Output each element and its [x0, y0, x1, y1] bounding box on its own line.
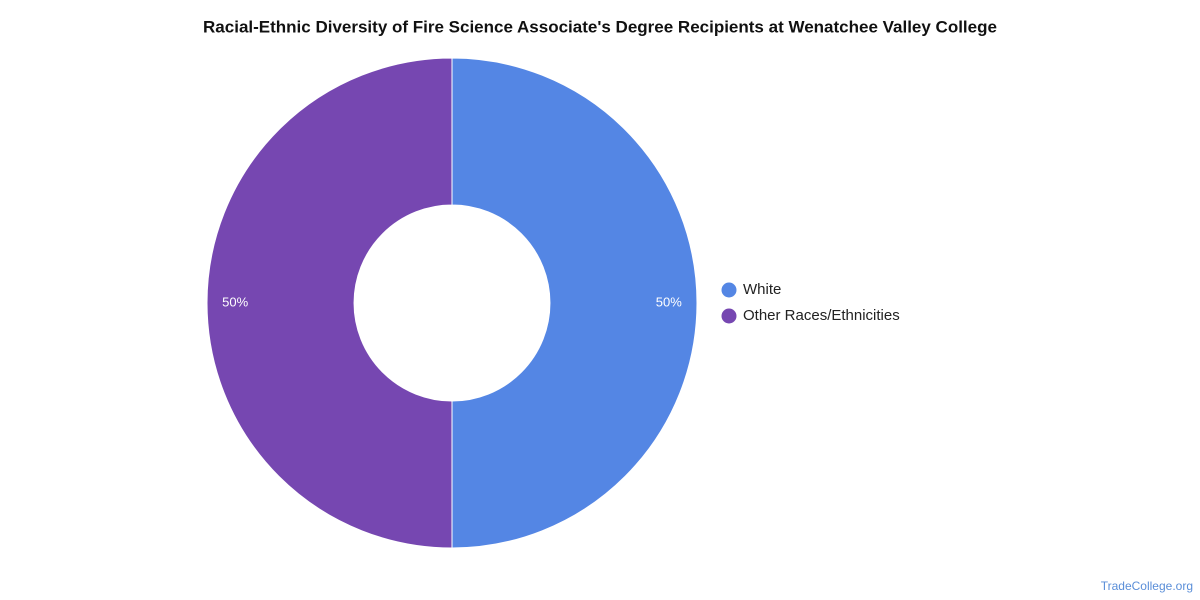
chart-title: Racial-Ethnic Diversity of Fire Science … — [203, 17, 997, 36]
legend-label: White — [743, 281, 781, 298]
legend-marker — [721, 308, 737, 324]
credit[interactable]: TradeCollege.org — [1101, 579, 1193, 593]
legend-marker — [721, 282, 737, 298]
donut-slice — [451, 57, 698, 549]
donut-slice — [206, 57, 453, 549]
legend-label: Other Races/Ethnicities — [743, 307, 900, 324]
value-label: 50% — [222, 294, 248, 309]
value-label: 50% — [656, 294, 682, 309]
